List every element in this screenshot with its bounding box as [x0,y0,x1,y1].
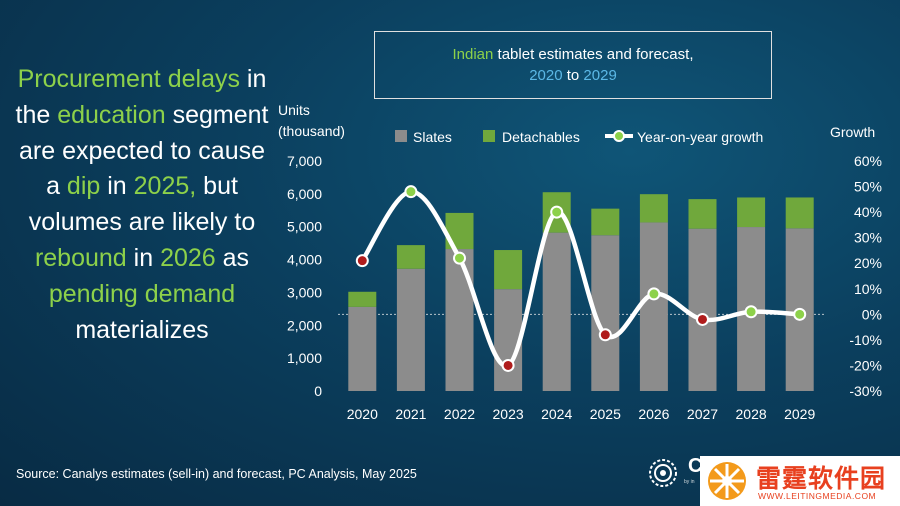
y-right-tick-label: -10% [849,332,882,348]
bar-slates [494,289,523,391]
bar-detachables [785,197,814,229]
y-right-tick-label: 10% [854,281,882,297]
y-left-tick-label: 7,000 [287,153,322,169]
bar-slates [396,268,425,391]
title-year-start: 2020 [529,67,563,84]
growth-point [453,251,466,265]
y-right-tick-label: 30% [854,230,882,246]
x-tick-label: 2022 [444,406,475,422]
y-axis-right-label: Growth [830,124,875,140]
title-word-indian: Indian [452,46,494,63]
logo-subtext: by in [684,479,695,485]
growth-point [696,312,709,326]
legend-swatch-slates [395,130,407,142]
headline-part: Procurement [17,65,161,93]
legend-label-slates: Slates [413,129,452,145]
bar-detachables [396,245,425,269]
x-tick-label: 2021 [395,406,426,422]
y-left-tick-label: 4,000 [287,252,322,268]
canalys-logo-icon [649,459,677,487]
headline-part: as [215,243,250,272]
x-tick-label: 2029 [784,406,815,422]
x-tick-label: 2020 [347,406,378,422]
headline-part: rebound [34,243,127,272]
chart-title-line2: 2020 to 2029 [375,65,771,86]
bar-slates [639,222,668,391]
logo-text: C [688,455,703,477]
headline-part: 2025, [133,172,197,201]
watermark-orange-icon [708,462,746,500]
headline-part: education [57,100,166,129]
growth-point [744,305,758,319]
watermark: 雷霆软件园 WWW.LEITINGMEDIA.COM [700,456,900,506]
chart-title-box: Indian tablet estimates and forecast, 20… [374,31,772,99]
legend-label-detachables: Detachables [502,129,580,145]
watermark-name: 雷霆软件园 [756,464,887,493]
y-right-tick-label: -20% [849,357,882,373]
y-right-tick-label: -30% [849,383,882,399]
growth-point [550,205,564,219]
source-note: Source: Canalys estimates (sell-in) and … [16,467,417,481]
bar-detachables [494,250,523,290]
title-to: to [562,67,584,84]
bar-slates [445,249,474,391]
headline-part: dip [66,172,101,201]
headline-part: delays [167,65,240,93]
y-right-tick-label: 40% [854,204,882,220]
headline-part: segment are expected to cause a [19,100,269,201]
y-left-tick-label: 2,000 [287,317,322,333]
y-axis-left-label-line1: Units [278,102,310,118]
headline-part: but volumes are likely to [28,172,256,237]
legend-swatch-detachables [483,130,495,142]
y-left-tick-label: 5,000 [287,219,322,235]
x-tick-label: 2028 [736,406,767,422]
growth-line [360,189,800,368]
x-tick-label: 2023 [493,406,524,422]
chart-title-line1: Indian tablet estimates and forecast, [375,44,771,65]
growth-point [598,328,612,342]
y-right-tick-label: 50% [854,179,882,195]
x-tick-label: 2026 [638,406,669,422]
title-year-end: 2029 [583,67,617,84]
bar-detachables [348,291,377,307]
headline-part: materializes [75,315,209,344]
y-left-tick-label: 1,000 [287,350,322,366]
bar-detachables [591,208,620,236]
y-right-tick-label: 0% [862,306,882,322]
y-left-tick-label: 3,000 [287,284,322,300]
title-rest-line1: tablet estimates and forecast, [493,46,694,63]
watermark-url: WWW.LEITINGMEDIA.COM [758,491,877,501]
growth-point [404,185,418,199]
bar-detachables [639,194,668,223]
headline-part: in [126,243,161,272]
headline: Procurement delays in the education segm… [14,62,270,348]
x-tick-label: 2025 [590,406,621,422]
legend-label-growth: Year-on-year growth [637,129,763,145]
headline-part: pending demand [48,279,236,308]
x-tick-label: 2024 [541,406,572,422]
legend-point-growth [613,130,625,142]
headline-part: in [100,172,134,201]
growth-point [501,358,515,372]
y-right-tick-label: 60% [854,153,882,169]
y-left-tick-label: 0 [314,383,322,399]
growth-point [355,254,369,268]
bar-slates [542,232,571,391]
growth-point [647,287,661,301]
y-right-tick-label: 20% [854,255,882,271]
headline-part: in the [15,65,267,129]
bar-slates [688,228,717,391]
x-tick-label: 2027 [687,406,718,422]
bar-detachables [688,199,717,229]
bar-detachables [737,197,766,228]
headline-part: 2026 [160,243,216,272]
bar-slates [348,306,377,391]
y-left-tick-label: 6,000 [287,186,322,202]
growth-point [793,307,807,321]
y-axis-left-label-line2: (thousand) [278,123,345,139]
